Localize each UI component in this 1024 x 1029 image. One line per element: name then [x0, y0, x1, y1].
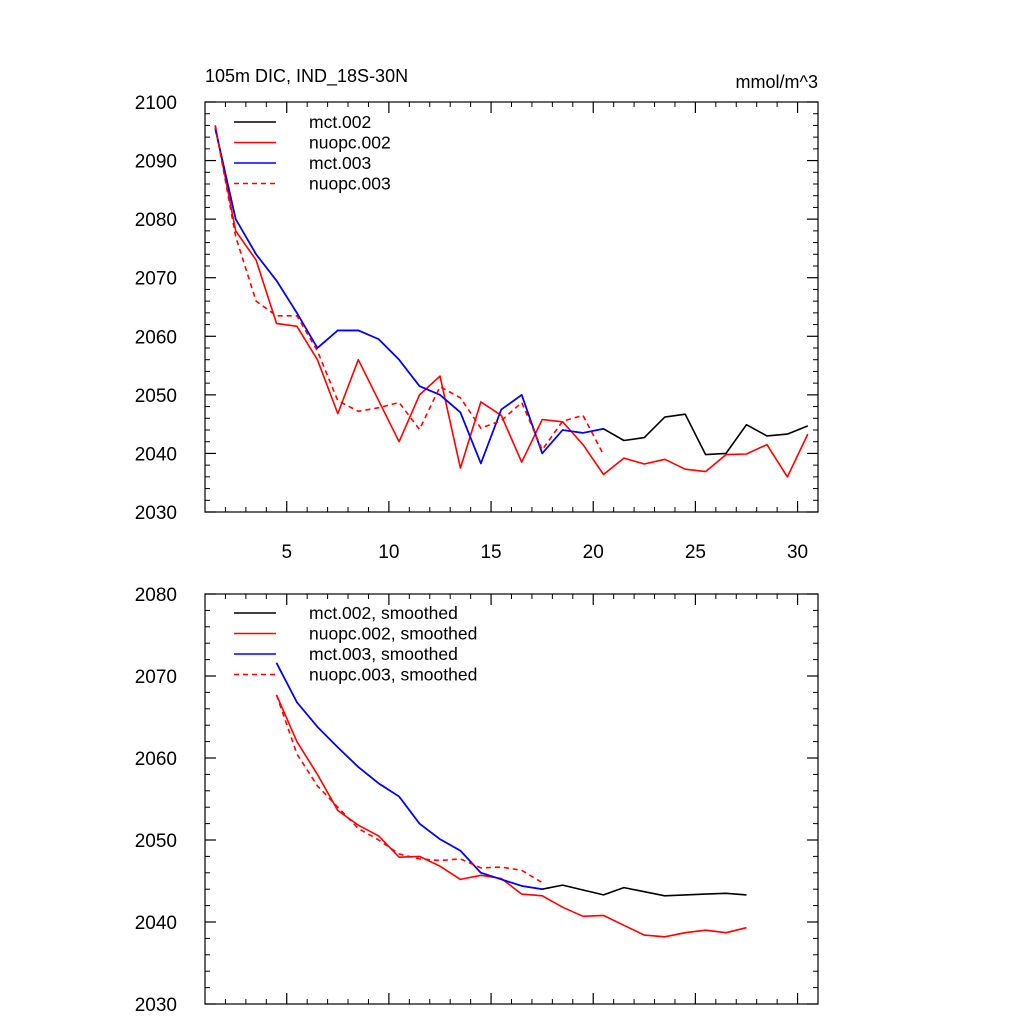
series-line-1 — [214, 128, 809, 465]
y-tick-label: 2080 — [135, 210, 177, 231]
y-tick-label: 2040 — [135, 913, 177, 934]
y-tick-label: 2030 — [135, 995, 177, 1016]
x-tick-label: 15 — [480, 542, 501, 563]
y-tick-label: 2100 — [135, 93, 177, 114]
legend-label: nuopc.003 — [309, 174, 391, 194]
series-line-3 — [214, 128, 604, 465]
chart-panel-1: 5 10 15 20 25 30 2030 2040 2050 2060 2070 2080 2090 2… — [135, 66, 819, 563]
legend-label: mct.003, smoothed — [309, 644, 458, 664]
y-tick-label: 2070 — [135, 269, 177, 290]
series-line-4 — [275, 694, 543, 884]
y-tick-label: 2050 — [135, 831, 177, 852]
y-tick-label: 2060 — [135, 327, 177, 348]
y-tick-label: 2090 — [135, 152, 177, 173]
x-tick-label: 20 — [583, 542, 604, 563]
series-line-3 — [275, 662, 543, 890]
x-tick-label: 5 — [281, 542, 292, 563]
legend-label: mct.002, smoothed — [309, 603, 458, 623]
y-tick-label: 2040 — [135, 444, 177, 465]
legend-label: mct.002 — [309, 112, 371, 132]
chart-units-label: mmol/m^3 — [736, 72, 818, 92]
x-tick-label: 10 — [378, 542, 399, 563]
y-tick-label: 2050 — [135, 386, 177, 407]
series-line-1 — [275, 662, 747, 897]
plot-frame — [204, 593, 819, 1005]
series-line-4 — [214, 125, 605, 455]
legend-label: nuopc.002, smoothed — [309, 624, 477, 644]
legend-label: mct.003 — [309, 153, 371, 173]
y-tick-label: 2060 — [135, 749, 177, 770]
x-tick-label: 30 — [787, 542, 808, 563]
legend-label: nuopc.003, smoothed — [309, 665, 477, 685]
series-line-2 — [214, 125, 809, 478]
plot-frame — [204, 101, 819, 513]
chart-title: 105m DIC, IND_18S-30N — [205, 66, 408, 87]
y-tick-label: 2070 — [135, 667, 177, 688]
x-tick-label: 25 — [685, 542, 706, 563]
chart-panel-2: 2030 2040 2050 2060 2070 2080 mct.002, smoothe… — [135, 585, 819, 1016]
y-tick-label: 2080 — [135, 585, 177, 606]
series-line-2 — [275, 694, 747, 938]
legend-label: nuopc.002 — [309, 133, 391, 153]
y-tick-label: 2030 — [135, 503, 177, 524]
